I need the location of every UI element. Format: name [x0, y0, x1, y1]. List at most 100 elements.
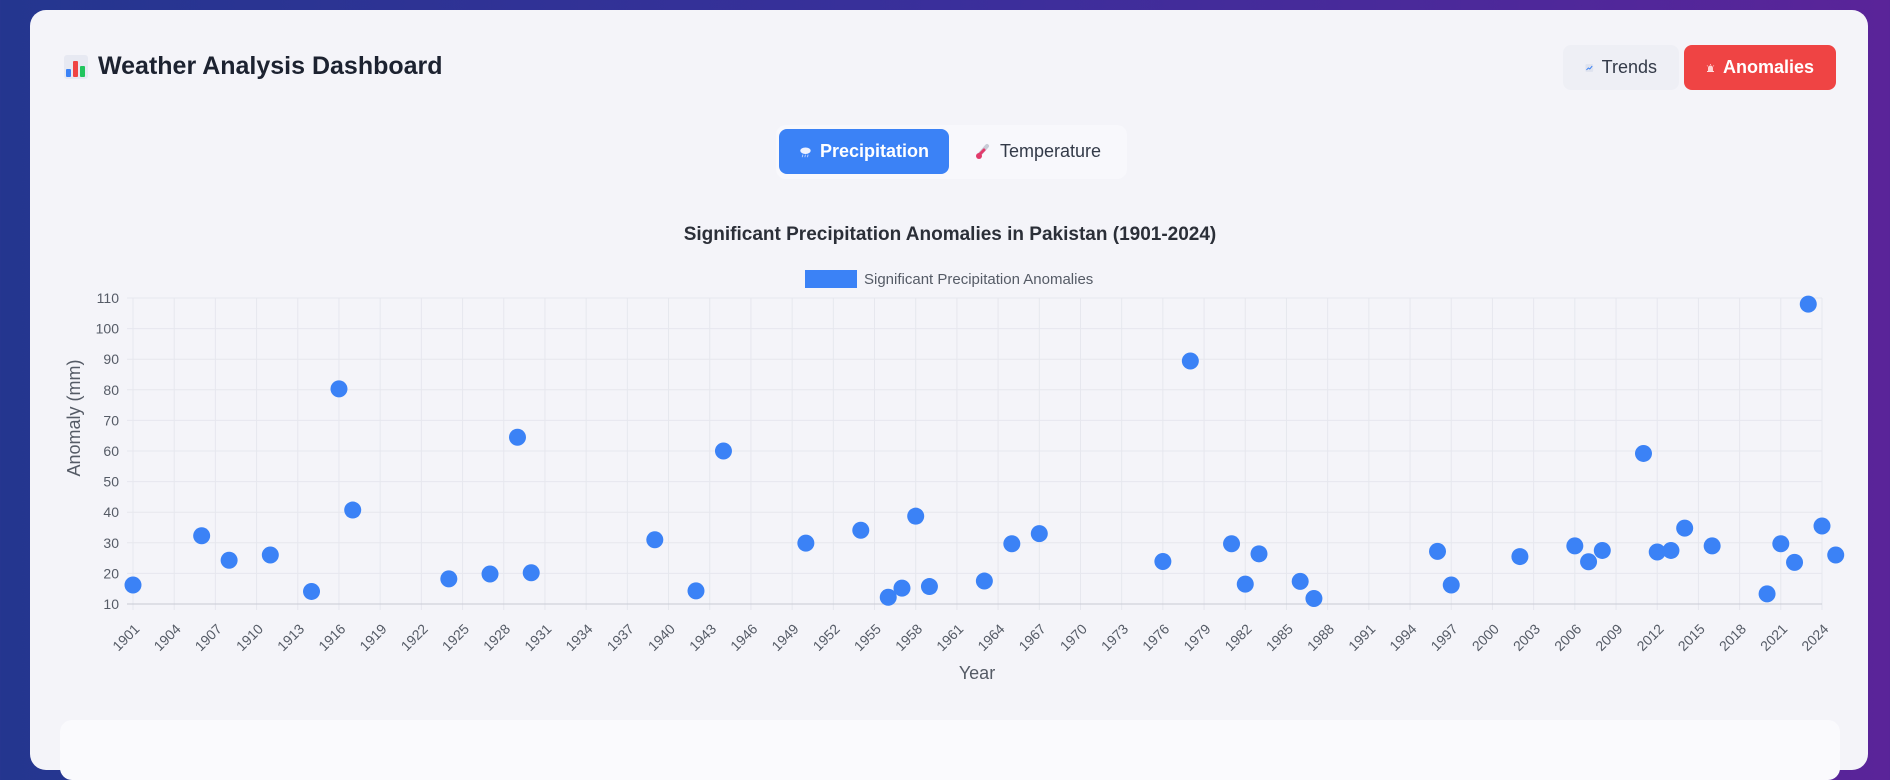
axis-ticks: 1901 1904 1907 1910 1913 1916 1919 1922 1925 1928…: [96, 290, 1832, 654]
x-tick-label: 1925: [439, 621, 472, 654]
data-point[interactable]: [852, 521, 870, 539]
x-tick-label: 1901: [109, 621, 142, 654]
trends-label: Trends: [1601, 57, 1657, 77]
data-point[interactable]: [920, 578, 938, 596]
trends-button[interactable]: Trends: [1563, 45, 1679, 90]
data-point[interactable]: [124, 576, 142, 594]
x-tick-label: 1952: [810, 621, 843, 654]
anomaly-scatter-chart: Significant Precipitation Anomalies in P…: [64, 224, 1845, 683]
data-point[interactable]: [1030, 525, 1048, 543]
data-point[interactable]: [1511, 548, 1529, 566]
data-point[interactable]: [344, 501, 362, 519]
y-axis-label: Anomaly (mm): [64, 359, 84, 476]
legend-label: Significant Precipitation Anomalies: [864, 271, 1093, 288]
data-point[interactable]: [303, 582, 321, 600]
data-point[interactable]: [1003, 535, 1021, 553]
data-point[interactable]: [440, 570, 458, 588]
x-tick-label: 1937: [604, 621, 637, 654]
data-point[interactable]: [1662, 541, 1680, 559]
anomalies-label: Anomalies: [1722, 57, 1814, 77]
x-tick-label: 2021: [1757, 621, 1790, 654]
precipitation-label: Precipitation: [819, 141, 929, 161]
thermometer-icon: [976, 143, 989, 159]
data-point[interactable]: [1786, 553, 1804, 571]
x-tick-label: 1904: [150, 621, 183, 654]
anomalies-button[interactable]: Anomalies: [1684, 45, 1836, 90]
data-point[interactable]: [797, 534, 815, 552]
data-point[interactable]: [1813, 517, 1831, 535]
x-tick-label: 1949: [768, 621, 801, 654]
x-tick-label: 1988: [1304, 621, 1337, 654]
data-point[interactable]: [893, 579, 911, 597]
bar-chart-icon: [64, 54, 88, 79]
x-tick-label: 1994: [1386, 621, 1419, 654]
x-tick-label: 2012: [1633, 621, 1666, 654]
data-point[interactable]: [1305, 589, 1323, 607]
x-tick-label: 1991: [1345, 621, 1378, 654]
data-point[interactable]: [481, 565, 499, 583]
chart-title: Significant Precipitation Anomalies in P…: [684, 224, 1217, 245]
data-point[interactable]: [1648, 543, 1666, 561]
x-tick-label: 1913: [274, 621, 307, 654]
x-axis-label: Year: [959, 663, 995, 683]
y-tick-label: 110: [97, 290, 120, 306]
y-tick-label: 40: [103, 504, 119, 520]
data-point[interactable]: [646, 531, 664, 549]
x-tick-label: 2024: [1798, 621, 1831, 654]
data-point[interactable]: [1799, 295, 1817, 313]
x-tick-label: 1907: [192, 621, 225, 654]
data-point[interactable]: [1758, 585, 1776, 603]
temperature-tab[interactable]: Temperature: [954, 129, 1122, 174]
data-point[interactable]: [1703, 537, 1721, 555]
x-tick-label: 1970: [1057, 621, 1090, 654]
x-tick-label: 1985: [1263, 621, 1296, 654]
x-tick-label: 1958: [892, 621, 925, 654]
x-tick-label: 1910: [233, 621, 266, 654]
data-point[interactable]: [1181, 352, 1199, 370]
x-tick-label: 1940: [645, 621, 678, 654]
data-point[interactable]: [1291, 572, 1309, 590]
header: Weather Analysis Dashboard: [64, 52, 443, 81]
data-point[interactable]: [1223, 535, 1241, 553]
x-tick-label: 1955: [851, 621, 884, 654]
x-tick-label: 1946: [727, 621, 760, 654]
data-point[interactable]: [220, 551, 238, 569]
data-point[interactable]: [1634, 444, 1652, 462]
data-point[interactable]: [1566, 537, 1584, 555]
data-point[interactable]: [1580, 553, 1598, 571]
x-tick-label: 2006: [1551, 621, 1584, 654]
data-point[interactable]: [1442, 576, 1460, 594]
data-point[interactable]: [330, 380, 348, 398]
data-point[interactable]: [261, 546, 279, 564]
data-point[interactable]: [975, 572, 993, 590]
legend[interactable]: Significant Precipitation Anomalies: [805, 270, 1093, 288]
x-tick-label: 2018: [1716, 621, 1749, 654]
temperature-label: Temperature: [1000, 141, 1102, 161]
x-tick-label: 1961: [933, 621, 966, 654]
data-point[interactable]: [193, 527, 211, 545]
x-tick-label: 1919: [356, 621, 389, 654]
data-point[interactable]: [1772, 535, 1790, 553]
rain-cloud-icon: [800, 146, 811, 157]
data-point[interactable]: [687, 582, 705, 600]
x-tick-label: 1934: [562, 621, 595, 654]
data-point[interactable]: [522, 564, 540, 582]
data-point[interactable]: [907, 507, 925, 525]
data-point[interactable]: [714, 442, 732, 460]
y-tick-label: 20: [103, 565, 119, 581]
data-point[interactable]: [1593, 541, 1611, 559]
data-point[interactable]: [1676, 519, 1694, 537]
data-point[interactable]: [1250, 545, 1268, 563]
data-point[interactable]: [1236, 575, 1254, 593]
y-tick-label: 10: [103, 596, 119, 612]
y-tick-label: 90: [103, 351, 119, 367]
data-point[interactable]: [1827, 546, 1845, 564]
data-point[interactable]: [1154, 552, 1172, 570]
data-point[interactable]: [879, 588, 897, 606]
data-point[interactable]: [508, 428, 526, 446]
x-tick-label: 1916: [315, 621, 348, 654]
x-tick-label: 1931: [521, 621, 554, 654]
y-tick-label: 100: [96, 321, 120, 337]
precipitation-tab[interactable]: Precipitation: [779, 129, 949, 174]
data-point[interactable]: [1429, 542, 1447, 560]
